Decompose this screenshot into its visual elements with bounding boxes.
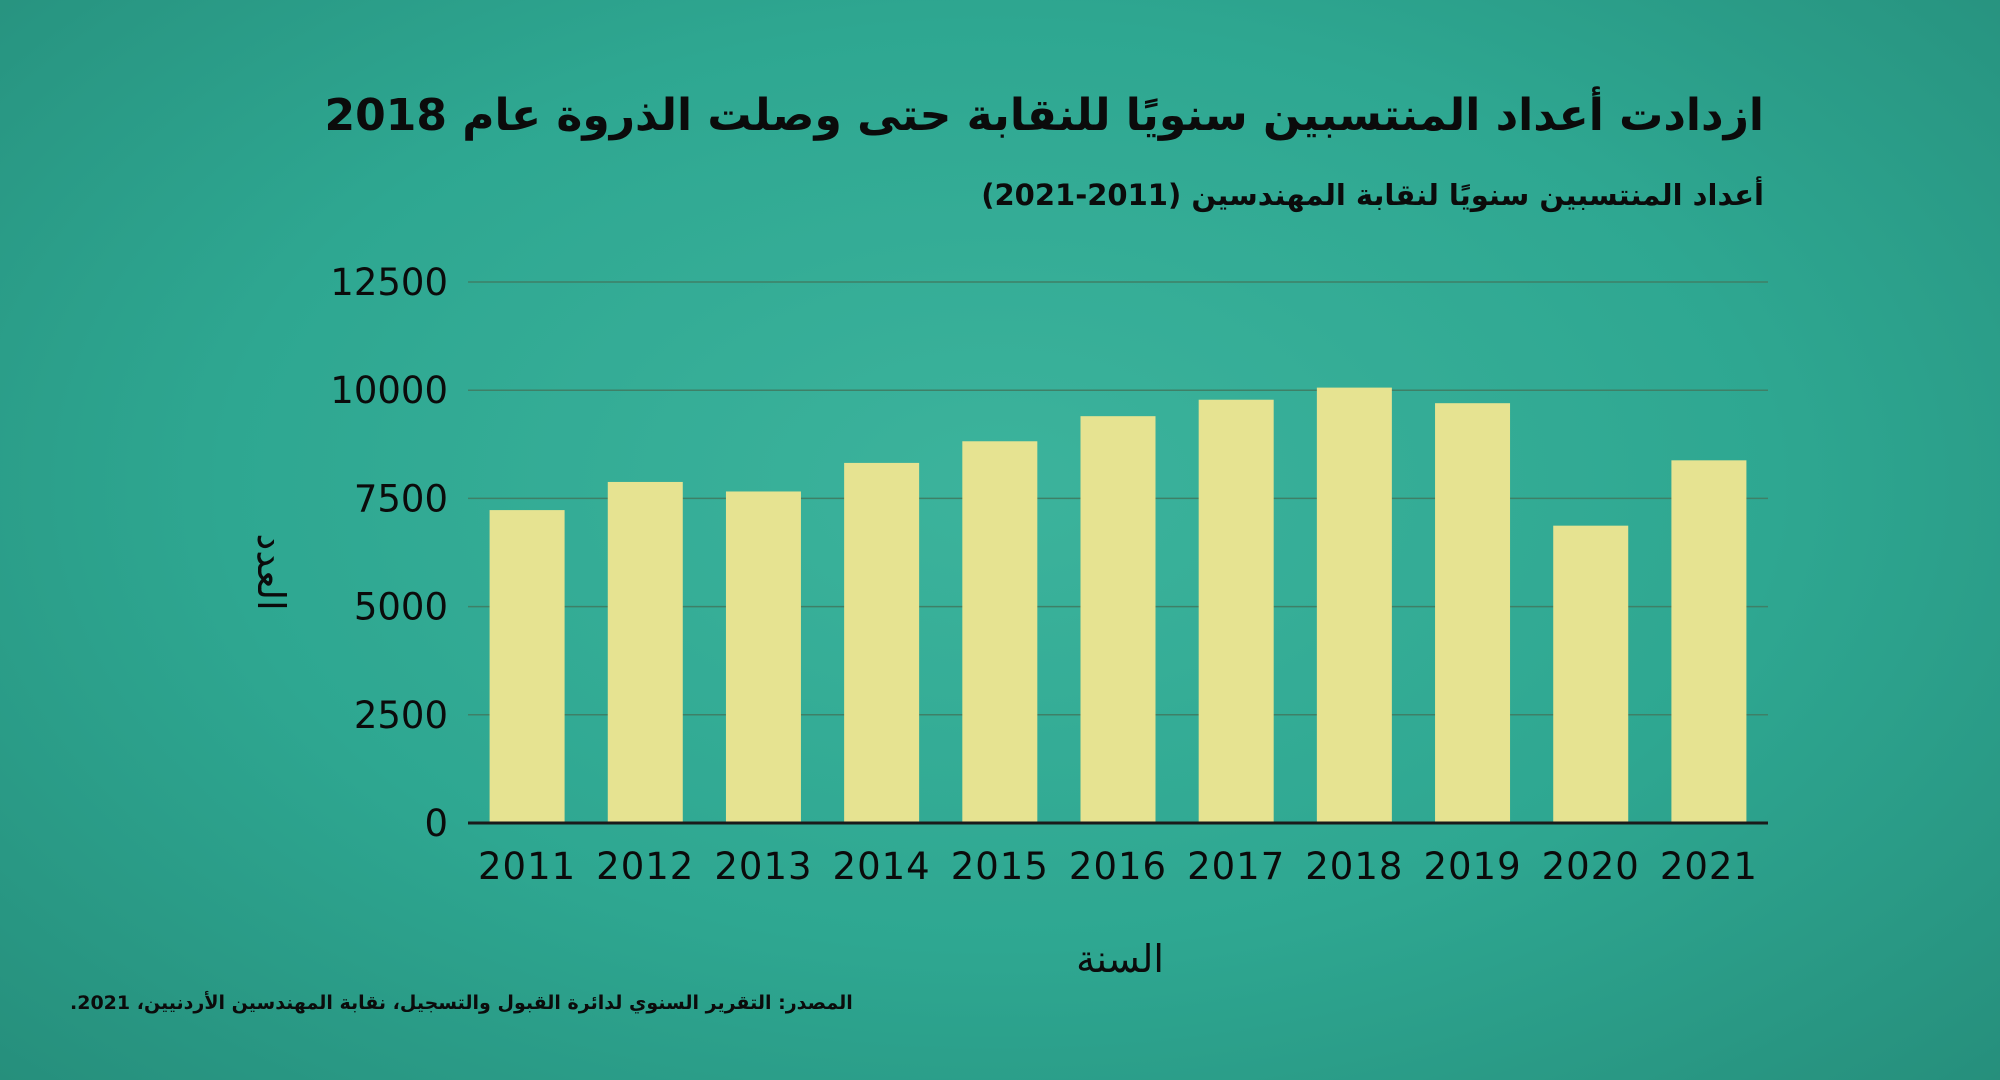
y-tick-label: 7500 (354, 477, 448, 520)
y-tick-labels: 0 2500 5000 7500 10000 12500 (330, 261, 448, 845)
bar-2016 (1080, 416, 1156, 823)
bar-2020 (1553, 525, 1629, 823)
y-tick-label: 0 (424, 802, 448, 845)
bar-2017 (1198, 399, 1274, 823)
y-axis-title: العدد (249, 533, 293, 610)
x-tick-label: 2013 (714, 845, 812, 888)
x-tick-label: 2015 (951, 845, 1049, 888)
bar-2013 (725, 491, 801, 823)
x-tick-label: 2011 (478, 845, 576, 888)
x-tick-label: 2018 (1305, 845, 1403, 888)
chart-title: ازدادت أعداد المنتسبين سنويًا للنقابة حت… (324, 90, 1764, 141)
x-tick-label: 2016 (1069, 845, 1167, 888)
source-note: المصدر: التقرير السنوي لدائرة القبول وال… (70, 992, 853, 1014)
bar-2021 (1671, 460, 1747, 823)
bar-2015 (962, 441, 1038, 823)
x-tick-label: 2014 (833, 845, 931, 888)
bar-2018 (1316, 387, 1392, 823)
y-tick-label: 12500 (330, 261, 448, 304)
x-tick-label: 2021 (1660, 845, 1758, 888)
x-tick-label: 2020 (1542, 845, 1640, 888)
x-tick-label: 2012 (596, 845, 694, 888)
x-tick-label: 2019 (1423, 845, 1521, 888)
bars (489, 387, 1747, 823)
chart-subtitle: أعداد المنتسبين سنويًا لنقابة المهندسين … (981, 178, 1764, 212)
x-tick-labels: 2011 2012 2013 2014 2015 2016 2017 2018 2019 2020… (478, 845, 1758, 888)
x-axis-title: السنة (1076, 937, 1164, 981)
y-tick-label: 10000 (330, 369, 448, 412)
bar-2019 (1435, 403, 1511, 823)
y-tick-label: 2500 (354, 694, 448, 737)
x-tick-label: 2017 (1187, 845, 1285, 888)
bar-2014 (844, 462, 920, 823)
bar-2011 (489, 510, 565, 823)
bar-2012 (607, 481, 683, 823)
y-tick-label: 5000 (354, 586, 448, 629)
